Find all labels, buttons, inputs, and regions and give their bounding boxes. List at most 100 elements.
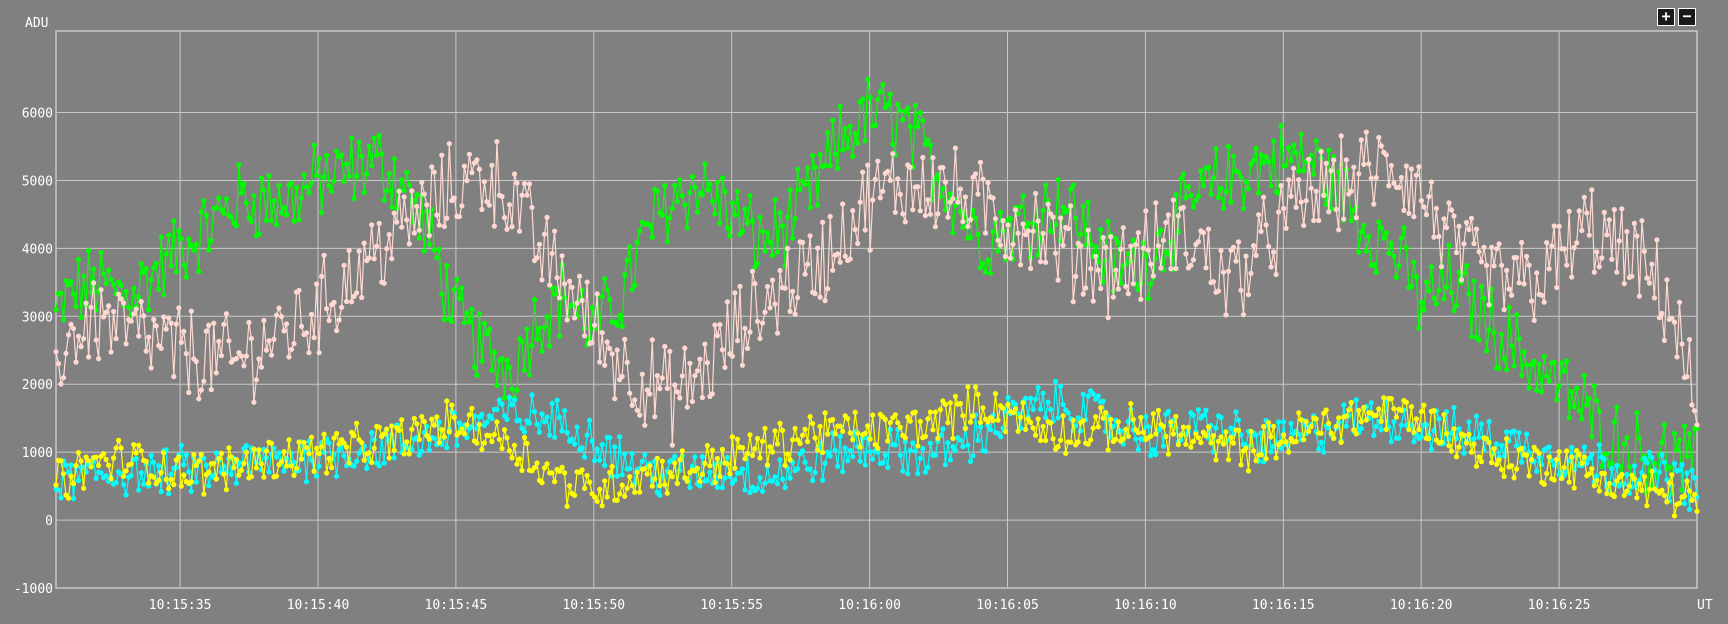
data-point bbox=[802, 426, 808, 432]
data-point bbox=[314, 473, 320, 479]
data-point bbox=[1471, 278, 1477, 284]
data-point bbox=[198, 209, 204, 215]
data-point bbox=[1496, 457, 1502, 463]
data-point bbox=[1363, 129, 1369, 135]
data-point bbox=[737, 283, 743, 289]
data-point bbox=[827, 453, 833, 459]
data-point bbox=[579, 467, 585, 473]
data-point bbox=[68, 473, 74, 479]
data-point bbox=[1451, 405, 1457, 411]
data-point bbox=[1313, 188, 1319, 194]
data-point bbox=[381, 431, 387, 437]
data-point bbox=[672, 182, 678, 188]
data-point bbox=[183, 452, 189, 458]
data-point bbox=[1681, 493, 1688, 499]
data-point bbox=[687, 360, 693, 366]
data-point bbox=[1268, 183, 1274, 189]
data-point bbox=[1671, 319, 1678, 325]
data-point bbox=[93, 454, 99, 460]
data-point bbox=[231, 465, 237, 471]
data-point bbox=[166, 315, 172, 321]
data-point bbox=[314, 281, 320, 287]
data-point bbox=[1130, 237, 1136, 243]
data-point bbox=[1466, 431, 1472, 437]
data-point bbox=[689, 174, 696, 180]
data-point bbox=[564, 503, 570, 509]
data-point bbox=[800, 448, 806, 454]
data-point bbox=[253, 377, 259, 383]
data-point bbox=[880, 82, 886, 88]
data-point bbox=[1030, 406, 1036, 412]
data-point bbox=[148, 452, 154, 458]
data-point bbox=[266, 173, 272, 179]
data-point bbox=[431, 435, 437, 441]
data-point bbox=[341, 178, 347, 184]
data-point bbox=[466, 412, 472, 418]
data-point bbox=[709, 447, 716, 453]
data-point bbox=[133, 306, 139, 312]
data-point bbox=[1666, 464, 1672, 470]
data-point bbox=[922, 433, 929, 439]
data-point bbox=[1506, 304, 1512, 310]
zoom-in-button[interactable]: + bbox=[1657, 8, 1675, 26]
data-point bbox=[810, 478, 816, 484]
x-tick-label: 10:15:50 bbox=[562, 598, 625, 613]
data-point bbox=[221, 321, 227, 327]
data-point bbox=[857, 444, 863, 450]
data-point bbox=[409, 446, 415, 452]
data-point bbox=[997, 209, 1004, 215]
data-point bbox=[1035, 218, 1041, 224]
data-point bbox=[1554, 284, 1560, 291]
data-point bbox=[995, 248, 1001, 254]
data-point bbox=[1471, 436, 1477, 442]
data-point bbox=[1215, 195, 1222, 201]
data-point bbox=[228, 454, 234, 460]
data-point bbox=[1083, 285, 1089, 291]
data-point bbox=[181, 472, 187, 478]
data-point bbox=[1128, 243, 1134, 249]
data-point bbox=[1554, 456, 1560, 463]
data-point bbox=[1453, 454, 1460, 460]
data-point bbox=[562, 470, 568, 476]
data-point bbox=[1040, 230, 1046, 236]
data-point bbox=[900, 117, 906, 123]
data-point bbox=[118, 296, 124, 302]
data-point bbox=[70, 481, 77, 487]
data-point bbox=[191, 247, 197, 253]
data-point bbox=[196, 268, 202, 275]
data-point bbox=[1396, 184, 1402, 191]
data-point bbox=[990, 195, 996, 201]
data-point bbox=[632, 489, 638, 495]
data-point bbox=[1266, 420, 1272, 426]
data-point bbox=[902, 219, 908, 225]
data-point bbox=[319, 273, 325, 279]
data-point bbox=[709, 391, 716, 397]
data-point bbox=[1614, 404, 1620, 410]
data-point bbox=[213, 450, 219, 456]
data-point bbox=[699, 453, 706, 460]
data-point bbox=[1631, 220, 1637, 226]
data-point bbox=[221, 210, 227, 216]
data-point bbox=[659, 375, 665, 381]
data-point bbox=[659, 458, 665, 464]
data-point bbox=[1529, 457, 1535, 463]
data-point bbox=[1113, 235, 1119, 241]
data-point bbox=[1468, 449, 1475, 455]
data-point bbox=[1228, 434, 1234, 441]
data-point bbox=[1659, 452, 1665, 458]
data-point bbox=[1581, 194, 1587, 200]
zoom-out-button[interactable]: − bbox=[1678, 8, 1696, 26]
data-point bbox=[53, 307, 59, 313]
data-point bbox=[213, 205, 219, 211]
data-point bbox=[286, 437, 292, 443]
data-point bbox=[298, 323, 305, 329]
x-tick-labels: 10:15:35 10:15:40 10:15:45 10:15:50 10:15:55… bbox=[149, 598, 1591, 613]
data-point bbox=[724, 461, 731, 467]
data-point bbox=[719, 485, 726, 491]
data-point bbox=[1631, 463, 1637, 469]
data-point bbox=[324, 152, 330, 159]
data-point bbox=[702, 341, 708, 347]
data-point bbox=[1025, 228, 1031, 234]
data-point bbox=[609, 463, 615, 470]
data-point bbox=[1098, 226, 1104, 233]
